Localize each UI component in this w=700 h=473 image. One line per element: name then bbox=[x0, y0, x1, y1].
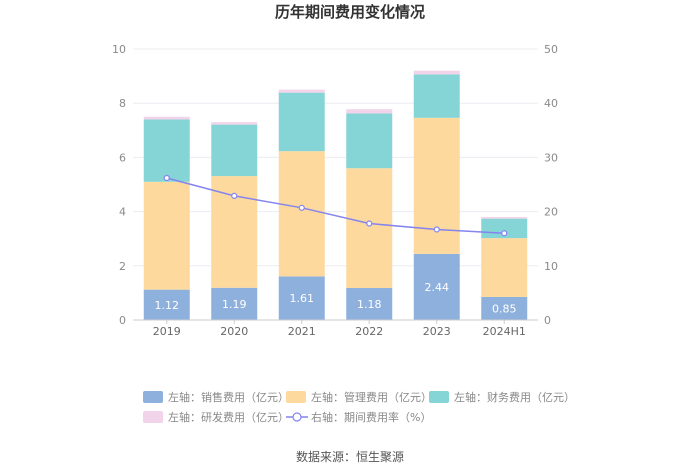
x-axis: 2019 2020 2021 2022 2023 2024H1 bbox=[153, 320, 526, 338]
legend-swatch bbox=[286, 391, 306, 403]
bar-segment bbox=[278, 276, 325, 320]
legend-item[interactable]: 左轴：财务费用（亿元） bbox=[429, 390, 575, 404]
right-tick-label: 40 bbox=[544, 97, 558, 110]
bar-segment bbox=[143, 116, 190, 120]
bar-value-label: 1.18 bbox=[357, 298, 382, 311]
legend-swatch bbox=[143, 391, 163, 403]
rate-point bbox=[433, 226, 440, 233]
legend-label: 左轴：财务费用（亿元） bbox=[454, 390, 575, 404]
right-tick-label: 10 bbox=[544, 260, 558, 273]
bars bbox=[143, 70, 528, 320]
bar-segment bbox=[481, 238, 528, 297]
bar-segment bbox=[211, 287, 258, 320]
bar-value-label: 2.44 bbox=[425, 281, 450, 294]
bar-segment bbox=[413, 74, 460, 118]
bar-segment bbox=[413, 253, 460, 320]
category-label: 2021 bbox=[288, 325, 316, 338]
left-tick-label: 10 bbox=[112, 43, 126, 56]
legend[interactable]: 左轴：销售费用（亿元） 左轴：管理费用（亿元） 左轴：财务费用（亿元） 左轴：研发费用… bbox=[143, 390, 575, 424]
bar-segment bbox=[481, 217, 528, 219]
bar-segment bbox=[278, 89, 325, 93]
left-tick-label: 0 bbox=[119, 314, 126, 327]
left-axis: 0 2 4 6 8 10 bbox=[112, 43, 126, 327]
bar-value-label: 1.61 bbox=[290, 292, 315, 305]
category-label: 2020 bbox=[220, 325, 248, 338]
legend-item[interactable]: 左轴：研发费用（亿元） bbox=[143, 410, 289, 424]
legend-item[interactable]: 右轴：期间费用率（%） bbox=[286, 410, 431, 424]
left-tick-label: 8 bbox=[119, 97, 126, 110]
legend-label: 右轴：期间费用率（%） bbox=[311, 410, 431, 424]
right-tick-label: 50 bbox=[544, 43, 558, 56]
bar-segment bbox=[278, 92, 325, 152]
bar-segment bbox=[278, 151, 325, 277]
bar-labels: 1.12 1.19 1.61 1.18 2.44 0.85 bbox=[155, 281, 517, 316]
legend-swatch bbox=[143, 411, 163, 423]
bar-segment bbox=[143, 181, 190, 290]
left-tick-label: 4 bbox=[119, 206, 126, 219]
bar-value-label: 0.85 bbox=[492, 302, 517, 315]
rate-point bbox=[231, 192, 238, 199]
category-label: 2019 bbox=[153, 325, 181, 338]
bar-segment bbox=[413, 70, 460, 75]
bar-segment bbox=[211, 124, 258, 177]
bar-segment bbox=[481, 296, 528, 320]
legend-label: 左轴：研发费用（亿元） bbox=[168, 410, 289, 424]
right-tick-label: 20 bbox=[544, 206, 558, 219]
legend-item[interactable]: 左轴：销售费用（亿元） bbox=[143, 390, 289, 404]
bar-segment bbox=[346, 113, 393, 169]
bar-segment bbox=[211, 122, 258, 125]
right-tick-label: 30 bbox=[544, 151, 558, 164]
right-axis: 0 10 20 30 40 50 bbox=[544, 43, 558, 327]
category-label: 2024H1 bbox=[483, 325, 526, 338]
bar-segment bbox=[346, 288, 393, 320]
rate-point bbox=[501, 230, 508, 237]
bar-value-label: 1.12 bbox=[155, 299, 180, 312]
data-source: 数据来源：恒生聚源 bbox=[296, 449, 404, 464]
legend-point-symbol bbox=[292, 412, 302, 422]
rate-point bbox=[163, 174, 170, 182]
left-tick-label: 2 bbox=[119, 260, 126, 273]
rate-point bbox=[366, 220, 373, 227]
legend-item[interactable]: 左轴：管理费用（亿元） bbox=[286, 390, 432, 404]
bar-segment bbox=[346, 168, 393, 289]
left-tick-label: 6 bbox=[119, 151, 126, 164]
bar-segment bbox=[143, 119, 190, 182]
category-label: 2023 bbox=[423, 325, 451, 338]
legend-label: 左轴：管理费用（亿元） bbox=[311, 390, 432, 404]
bar-segment bbox=[413, 117, 460, 254]
grid-lines bbox=[133, 48, 538, 267]
rate-line bbox=[166, 177, 505, 235]
bar-segment bbox=[346, 109, 393, 114]
category-label: 2022 bbox=[355, 325, 383, 338]
right-tick-label: 0 bbox=[544, 314, 551, 327]
legend-swatch bbox=[429, 391, 449, 403]
bar-value-label: 1.19 bbox=[222, 298, 247, 311]
rate-point bbox=[298, 204, 305, 211]
expense-rate-line bbox=[163, 174, 508, 237]
bar-segment bbox=[143, 289, 190, 320]
chart-title: 历年期间费用变化情况 bbox=[275, 3, 425, 21]
legend-label: 左轴：销售费用（亿元） bbox=[168, 390, 289, 404]
